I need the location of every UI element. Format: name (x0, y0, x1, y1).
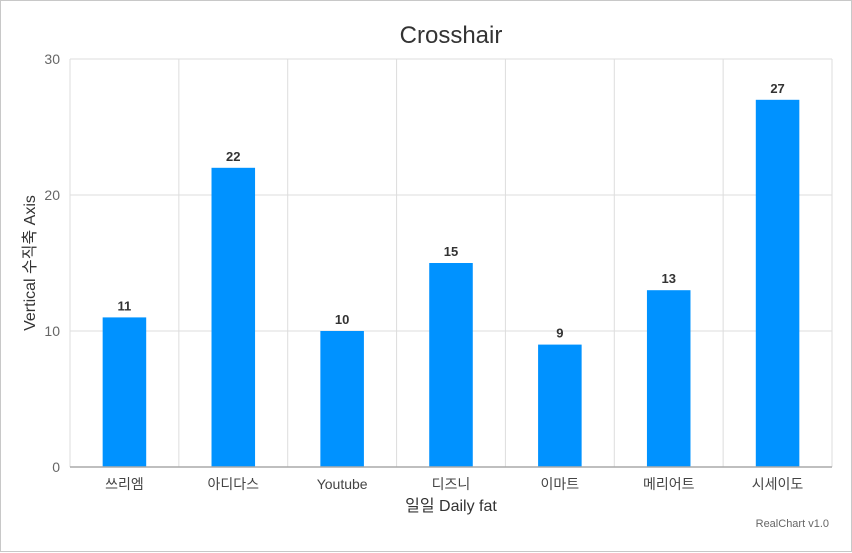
data-label: 10 (335, 312, 349, 327)
y-tick-label: 10 (44, 323, 60, 339)
x-tick-label: 이마트 (541, 476, 580, 492)
bar[interactable] (429, 263, 473, 467)
bar[interactable] (646, 290, 691, 467)
data-label: 11 (118, 298, 132, 313)
y-axis-title: Vertical 수직축 Axis (21, 195, 39, 331)
data-labels: 11 22 10 15 9 13 27 (118, 81, 785, 341)
chart-title: Crosshair (400, 22, 503, 49)
data-label: 15 (444, 244, 458, 259)
bar[interactable] (320, 331, 364, 467)
x-tick-label: 아디다스 (208, 476, 260, 492)
x-tick-label: 메리어트 (643, 476, 695, 492)
bar[interactable] (755, 99, 800, 468)
y-tick-label: 20 (44, 187, 60, 203)
y-tick-label: 30 (44, 51, 60, 67)
bar[interactable] (211, 167, 256, 468)
bar[interactable] (538, 344, 582, 467)
y-axis: 0 10 20 30 (44, 51, 60, 475)
data-label: 13 (661, 271, 675, 286)
x-axis: 쓰리엠 아디다스 Youtube 디즈니 이마트 메리어트 시세이도 (70, 466, 832, 492)
chart-credit: RealChart v1.0 (755, 518, 829, 530)
grid (69, 58, 833, 467)
bars (102, 99, 800, 468)
x-tick-label: 시세이도 (752, 476, 804, 492)
data-label: 22 (226, 149, 240, 164)
bar[interactable] (102, 317, 147, 467)
data-label: 9 (556, 326, 563, 341)
data-label: 27 (770, 81, 784, 96)
y-tick-label: 0 (52, 459, 60, 475)
x-axis-title: 일일 Daily fat (405, 497, 497, 515)
x-tick-label: 디즈니 (432, 476, 471, 492)
x-tick-label: Youtube (317, 476, 368, 492)
x-tick-label: 쓰리엠 (105, 476, 144, 492)
